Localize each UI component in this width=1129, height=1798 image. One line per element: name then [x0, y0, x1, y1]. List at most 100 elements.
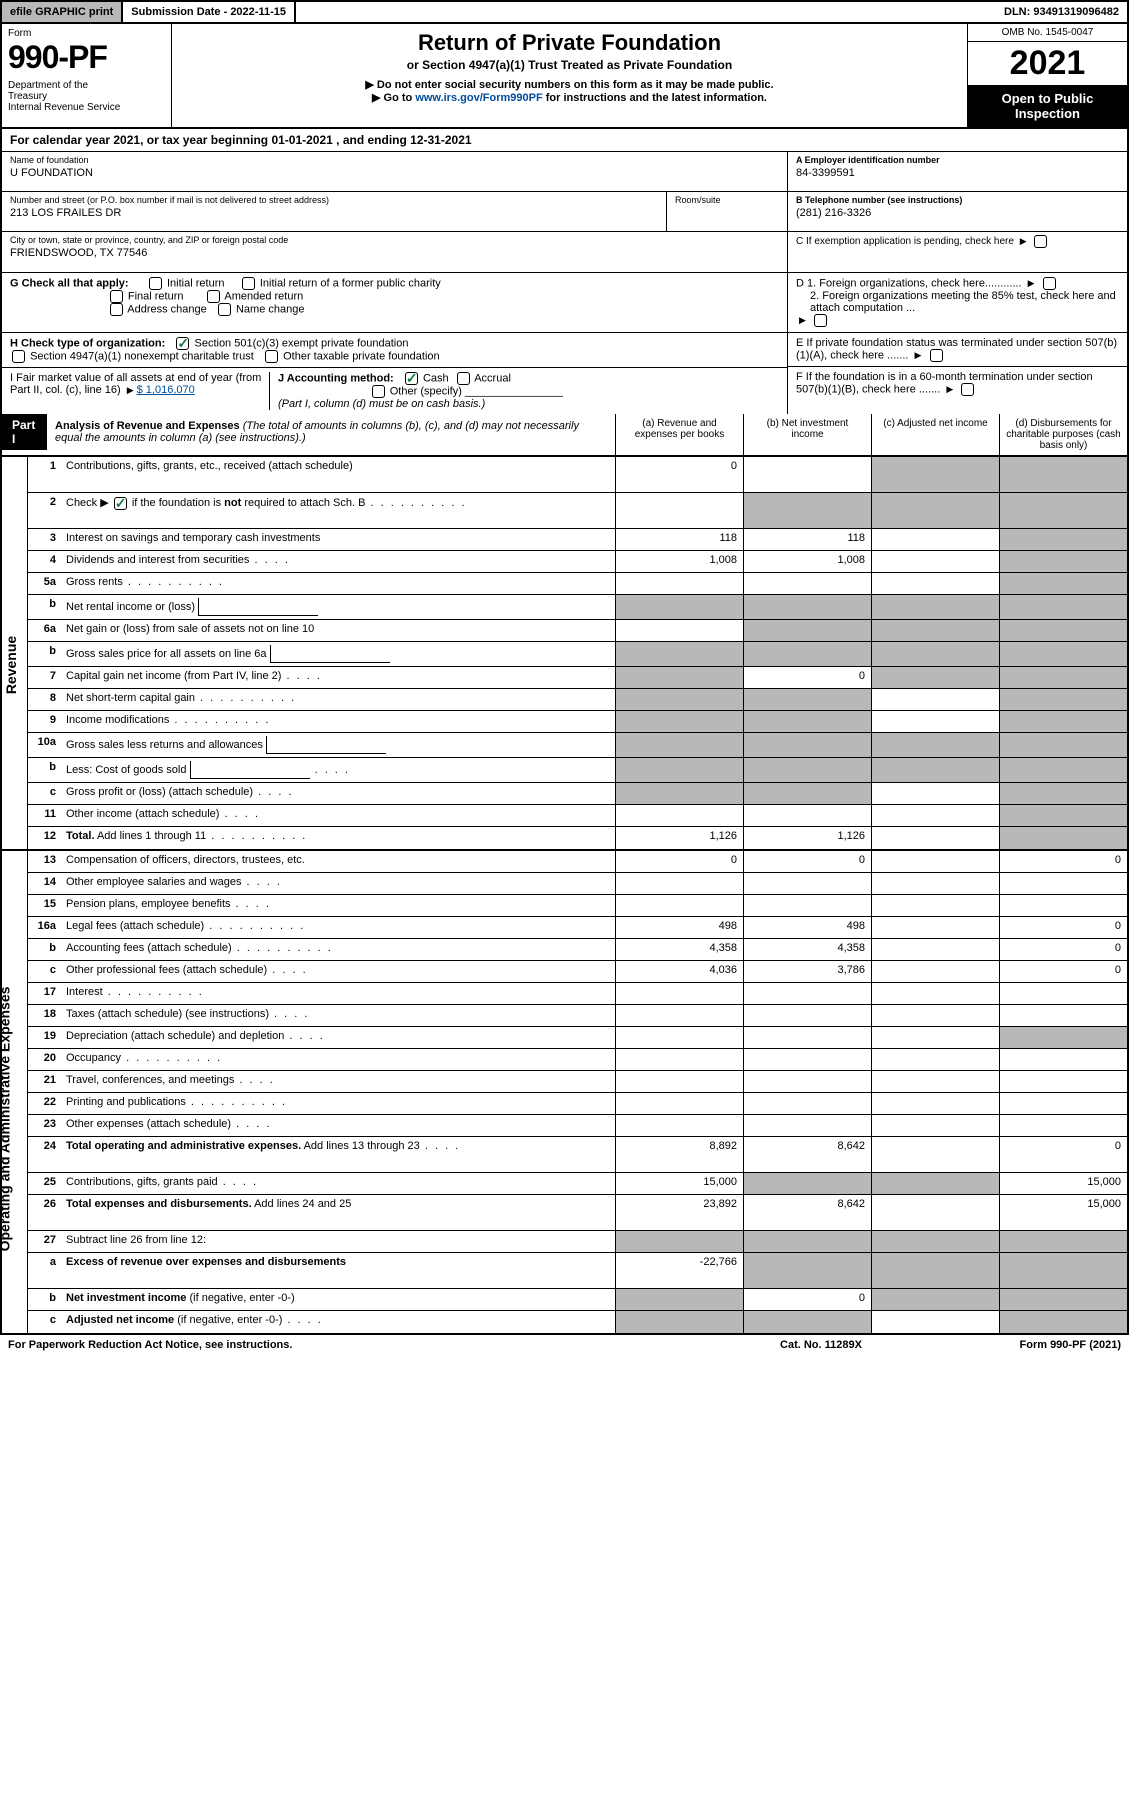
irs-link[interactable]: www.irs.gov/Form990PF [415, 92, 542, 104]
row-cell [999, 758, 1127, 782]
row-cell [615, 758, 743, 782]
row-cell [999, 1231, 1127, 1252]
row-cell [743, 595, 871, 619]
row-num: b [28, 758, 62, 782]
row-cell [615, 573, 743, 594]
row-desc: Net gain or (loss) from sale of assets n… [62, 620, 615, 641]
table-row: 6aNet gain or (loss) from sale of assets… [28, 620, 1127, 642]
g-amended[interactable] [207, 290, 220, 303]
row-desc: Dividends and interest from securities [62, 551, 615, 572]
row-cell: 498 [615, 917, 743, 938]
table-row: 17Interest [28, 983, 1127, 1005]
row-cell [615, 733, 743, 757]
row-desc: Total. Add lines 1 through 11 [62, 827, 615, 849]
row-desc: Gross sales price for all assets on line… [62, 642, 615, 666]
row-cell [871, 895, 999, 916]
row-cell [871, 493, 999, 528]
row-num: 27 [28, 1231, 62, 1252]
j-other[interactable] [372, 385, 385, 398]
d2-checkbox[interactable] [814, 314, 827, 327]
row-num: 21 [28, 1071, 62, 1092]
row-cell [615, 493, 743, 528]
row-cell [871, 595, 999, 619]
row-cell: 0 [999, 939, 1127, 960]
h-501c3[interactable] [176, 337, 189, 350]
f-checkbox[interactable] [961, 383, 974, 396]
row-num: 1 [28, 457, 62, 492]
row-cell [871, 805, 999, 826]
row-num: 13 [28, 851, 62, 872]
table-row: bLess: Cost of goods sold [28, 758, 1127, 783]
h-label: H Check type of organization: [10, 337, 165, 349]
d1-checkbox[interactable] [1043, 277, 1056, 290]
row-cell [999, 551, 1127, 572]
row-desc: Other employee salaries and wages [62, 873, 615, 894]
table-row: 2Check ▶ if the foundation is not requir… [28, 493, 1127, 529]
row-cell: 498 [743, 917, 871, 938]
row-desc: Gross rents [62, 573, 615, 594]
row-cell [999, 895, 1127, 916]
foundation-name: U FOUNDATION [10, 167, 779, 179]
row-cell: 118 [743, 529, 871, 550]
j-cash[interactable] [405, 372, 418, 385]
revenue-side-label: Revenue [2, 457, 28, 849]
table-row: 18Taxes (attach schedule) (see instructi… [28, 1005, 1127, 1027]
h-4947[interactable] [12, 350, 25, 363]
row-cell: 8,892 [615, 1137, 743, 1172]
row-cell [615, 1289, 743, 1310]
row-checkbox[interactable] [114, 497, 127, 510]
row-cell [999, 667, 1127, 688]
row-cell [871, 961, 999, 982]
row-num: c [28, 961, 62, 982]
row-cell [999, 1253, 1127, 1288]
table-row: 8Net short-term capital gain [28, 689, 1127, 711]
i-value[interactable]: $ 1,016,070 [137, 384, 195, 396]
row-num: 4 [28, 551, 62, 572]
row-cell [999, 1115, 1127, 1136]
row-cell [743, 733, 871, 757]
row-desc: Other professional fees (attach schedule… [62, 961, 615, 982]
table-row: 5aGross rents [28, 573, 1127, 595]
c-checkbox[interactable] [1034, 235, 1047, 248]
row-desc: Legal fees (attach schedule) [62, 917, 615, 938]
form-title: Return of Private Foundation [182, 30, 957, 56]
row-cell: 15,000 [999, 1195, 1127, 1230]
row-cell [999, 1027, 1127, 1048]
row-cell [999, 827, 1127, 849]
row-cell [743, 457, 871, 492]
e-checkbox[interactable] [930, 349, 943, 362]
expenses-side-label: Operating and Administrative Expenses [2, 851, 28, 1333]
note-link: ▶ Go to www.irs.gov/Form990PF for instru… [182, 91, 957, 104]
ein-value: 84-3399591 [796, 167, 1119, 179]
row-num: 22 [28, 1093, 62, 1114]
g-address[interactable] [110, 303, 123, 316]
g-name[interactable] [218, 303, 231, 316]
expenses-table: Operating and Administrative Expenses 13… [0, 851, 1129, 1335]
row-cell [743, 1173, 871, 1194]
row-desc: Interest [62, 983, 615, 1004]
h-other[interactable] [265, 350, 278, 363]
g-initial-former[interactable] [242, 277, 255, 290]
row-cell [871, 1289, 999, 1310]
table-row: 24Total operating and administrative exp… [28, 1137, 1127, 1173]
row-cell [871, 1195, 999, 1230]
row-cell [743, 983, 871, 1004]
row-num: 9 [28, 711, 62, 732]
row-cell [871, 642, 999, 666]
row-num: 15 [28, 895, 62, 916]
table-row: 1Contributions, gifts, grants, etc., rec… [28, 457, 1127, 493]
g-final[interactable] [110, 290, 123, 303]
form-number: 990-PF [8, 39, 165, 76]
row-desc: Depreciation (attach schedule) and deple… [62, 1027, 615, 1048]
row-desc: Taxes (attach schedule) (see instruction… [62, 1005, 615, 1026]
j-accrual[interactable] [457, 372, 470, 385]
row-cell [615, 1311, 743, 1333]
row-desc: Excess of revenue over expenses and disb… [62, 1253, 615, 1288]
g-initial[interactable] [149, 277, 162, 290]
row-desc: Gross sales less returns and allowances [62, 733, 615, 757]
row-cell: 0 [999, 917, 1127, 938]
row-cell [871, 529, 999, 550]
table-row: 10aGross sales less returns and allowanc… [28, 733, 1127, 758]
row-cell: 15,000 [999, 1173, 1127, 1194]
row-num: 7 [28, 667, 62, 688]
